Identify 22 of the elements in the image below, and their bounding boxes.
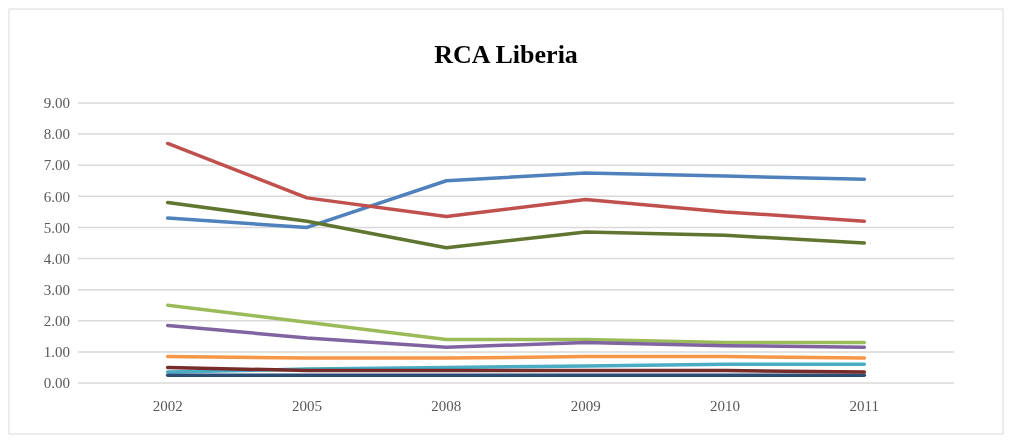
y-tick-label: 8.00 — [43, 126, 70, 143]
y-tick-label: 7.00 — [43, 157, 70, 174]
y-tick-label: 2.00 — [43, 313, 70, 330]
x-tick-label: 2008 — [431, 398, 462, 414]
y-tick-label: 5.00 — [43, 219, 70, 236]
y-tick-label: 9.00 — [43, 95, 70, 112]
y-tick-label: 1.00 — [43, 344, 70, 361]
line-series — [165, 171, 867, 230]
y-tick-label: 6.00 — [43, 188, 70, 205]
y-tick-label: 4.00 — [43, 250, 70, 267]
chart-title: RCA Liberia — [434, 40, 578, 69]
y-tick-label: 3.00 — [43, 281, 70, 298]
line-series — [165, 200, 867, 250]
x-tick-label: 2002 — [152, 398, 183, 414]
line-series — [165, 141, 867, 223]
x-tick-label: 2005 — [292, 398, 322, 414]
y-tick-label: 0.00 — [43, 375, 70, 392]
x-tick-label: 2010 — [710, 398, 740, 414]
line-series — [165, 303, 867, 345]
x-tick-label: 2009 — [570, 398, 601, 414]
x-tick-label: 2011 — [849, 398, 880, 414]
line-series — [165, 323, 867, 349]
